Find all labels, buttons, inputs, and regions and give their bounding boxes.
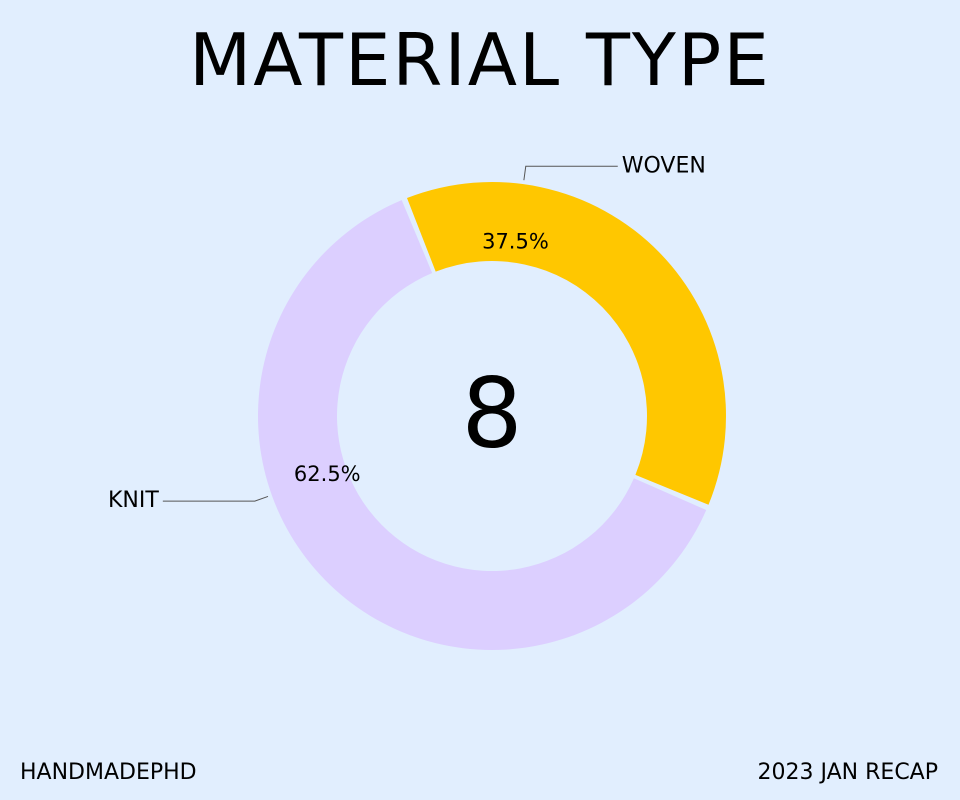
slice-woven bbox=[406, 181, 727, 505]
slice-knit bbox=[258, 200, 707, 650]
footer-date: 2023 JAN RECAP bbox=[757, 760, 938, 785]
footer-brand: HANDMADEPHD bbox=[20, 760, 197, 785]
donut-hole bbox=[337, 261, 647, 571]
percent-label-knit: 62.5% bbox=[294, 462, 361, 486]
center-total-label: 8 bbox=[461, 357, 522, 469]
chart-title: MATERIAL TYPE bbox=[189, 18, 771, 102]
category-label-knit: KNIT bbox=[108, 488, 159, 513]
leader-line-knit bbox=[162, 495, 269, 502]
category-label-woven: WOVEN bbox=[622, 153, 706, 178]
leader-line-woven bbox=[523, 165, 618, 181]
percent-label-woven: 37.5% bbox=[482, 230, 549, 254]
